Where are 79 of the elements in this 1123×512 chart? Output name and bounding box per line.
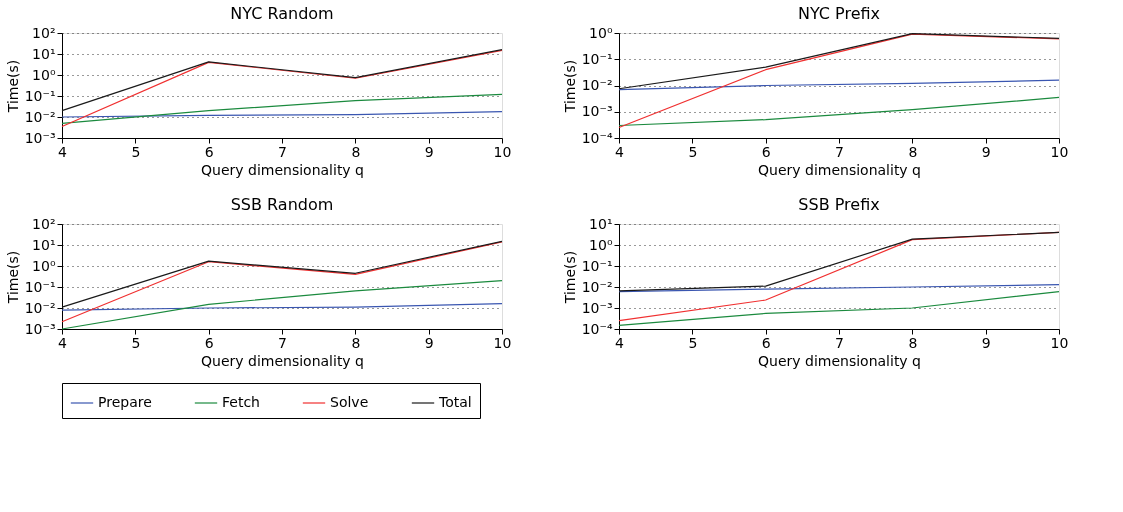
x-tick-label: 9 bbox=[424, 334, 434, 351]
x-tick-label: 8 bbox=[351, 143, 361, 160]
x-tick-label: 5 bbox=[131, 334, 141, 351]
x-tick-label: 9 bbox=[981, 143, 991, 160]
chart-title: NYC Random bbox=[230, 4, 334, 23]
x-tick-label: 7 bbox=[278, 334, 287, 351]
chart-title: SSB Random bbox=[230, 195, 334, 214]
y-tick-label: 10⁻¹ bbox=[24, 87, 56, 104]
line-series bbox=[61, 93, 503, 124]
legend-label: Fetch bbox=[222, 394, 260, 410]
x-tick-label: 5 bbox=[688, 334, 698, 351]
line-series bbox=[61, 240, 503, 308]
legend-label: Prepare bbox=[98, 394, 152, 410]
y-tick-label: 10¹ bbox=[32, 45, 56, 62]
line-series bbox=[61, 49, 503, 112]
line-series bbox=[61, 303, 503, 311]
y-tick-label: 10² bbox=[32, 24, 56, 41]
y-tick-label: 10² bbox=[32, 215, 56, 232]
chart-title: NYC Prefix bbox=[797, 4, 881, 23]
x-tick-label: 6 bbox=[761, 334, 771, 351]
x-tick-label: 5 bbox=[131, 143, 141, 160]
x-tick-label: 7 bbox=[835, 143, 844, 160]
x-tick-label: 6 bbox=[204, 143, 214, 160]
x-axis-title: Query dimensionality q bbox=[758, 161, 921, 178]
x-tick-label: 5 bbox=[688, 143, 698, 160]
x-tick-label: 8 bbox=[908, 334, 918, 351]
y-tick-label: 10⁻³ bbox=[581, 299, 613, 316]
y-tick-label: 10⁻² bbox=[581, 77, 613, 93]
y-tick-label: 10⁻¹ bbox=[581, 50, 613, 67]
line-series bbox=[618, 96, 1060, 127]
chart-title: SSB Prefix bbox=[798, 195, 880, 214]
y-tick-label: 10⁻² bbox=[24, 299, 56, 316]
line-series bbox=[61, 241, 503, 323]
line-series bbox=[618, 79, 1060, 91]
x-tick-label: 10 bbox=[1050, 143, 1069, 160]
line-series bbox=[618, 284, 1060, 293]
x-axis-title: Query dimensionality q bbox=[758, 352, 921, 369]
line-series bbox=[618, 32, 1060, 90]
y-tick-label: 10¹ bbox=[32, 236, 56, 253]
y-tick-label: 10⁰ bbox=[32, 257, 56, 274]
x-tick-label: 4 bbox=[615, 334, 625, 351]
y-tick-label: 10⁻² bbox=[24, 108, 56, 125]
y-axis-title: Time(s) bbox=[4, 59, 21, 114]
x-tick-label: 8 bbox=[351, 334, 361, 351]
x-tick-label: 4 bbox=[58, 143, 68, 160]
y-tick-label: 10⁻³ bbox=[24, 129, 56, 146]
line-series bbox=[61, 49, 503, 128]
y-tick-label: 10⁰ bbox=[32, 66, 56, 83]
x-tick-label: 4 bbox=[58, 334, 68, 351]
x-axis-title: Query dimensionality q bbox=[201, 161, 364, 178]
x-axis-title: Query dimensionality q bbox=[201, 352, 364, 369]
x-tick-label: 10 bbox=[1050, 334, 1069, 351]
y-tick-label: 10⁻² bbox=[581, 278, 613, 295]
y-tick-label: 10⁻³ bbox=[581, 103, 613, 120]
x-tick-label: 6 bbox=[204, 334, 214, 351]
y-axis-title: Time(s) bbox=[4, 250, 21, 305]
y-tick-label: 10⁰ bbox=[589, 24, 613, 41]
y-tick-label: 10⁻¹ bbox=[581, 257, 613, 274]
y-axis-title: Time(s) bbox=[561, 59, 578, 114]
x-tick-label: 10 bbox=[493, 334, 512, 351]
y-tick-label: 10⁻¹ bbox=[24, 278, 56, 295]
x-tick-label: 9 bbox=[424, 143, 434, 160]
x-tick-label: 8 bbox=[908, 143, 918, 160]
x-tick-label: 10 bbox=[493, 143, 512, 160]
legend-label: Total bbox=[438, 394, 472, 410]
y-tick-label: 10⁻³ bbox=[24, 320, 56, 337]
x-tick-label: 4 bbox=[615, 143, 625, 160]
y-tick-label: 10⁰ bbox=[589, 236, 613, 253]
y-tick-label: 10⁻⁴ bbox=[581, 129, 613, 146]
line-series bbox=[618, 291, 1060, 326]
x-tick-label: 7 bbox=[835, 334, 844, 351]
x-tick-label: 7 bbox=[278, 143, 287, 160]
y-axis-title: Time(s) bbox=[561, 250, 578, 305]
y-tick-label: 10⁻⁴ bbox=[581, 320, 613, 337]
line-series bbox=[618, 231, 1060, 292]
y-tick-label: 10¹ bbox=[589, 215, 613, 232]
x-tick-label: 6 bbox=[761, 143, 771, 160]
legend-label: Solve bbox=[330, 394, 369, 410]
x-tick-label: 9 bbox=[981, 334, 991, 351]
